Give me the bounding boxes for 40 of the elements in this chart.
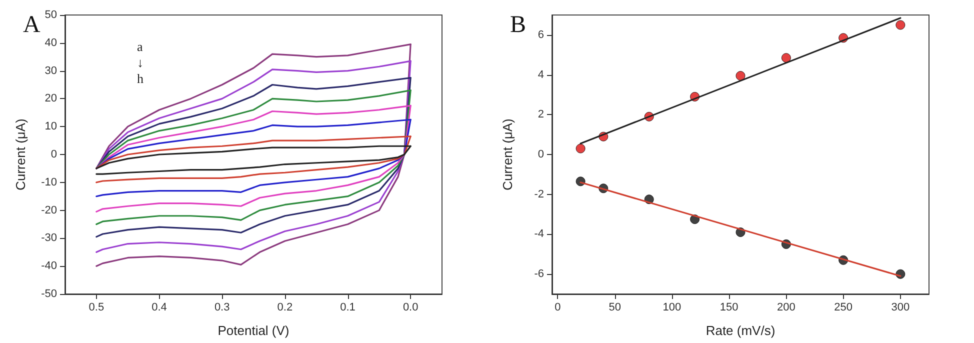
annotation: ↓ xyxy=(137,55,144,70)
y-tick-label: 6 xyxy=(538,28,544,41)
y-tick-label: 0 xyxy=(538,148,544,160)
y-tick-label: 30 xyxy=(44,64,57,77)
x-axis-title: Rate (mV/s) xyxy=(706,323,776,338)
y-tick-label: 50 xyxy=(44,9,57,21)
y-tick-label: -2 xyxy=(534,188,544,200)
x-tick-label: 0.5 xyxy=(88,302,104,314)
chart-title: B xyxy=(510,12,526,38)
y-tick-label: -40 xyxy=(41,260,57,272)
annotation: a xyxy=(137,39,143,54)
y-tick-label: 20 xyxy=(44,92,57,105)
y-tick-label: -20 xyxy=(41,204,57,216)
x-tick-label: 0.3 xyxy=(214,302,230,314)
y-tick-label: -50 xyxy=(41,288,57,300)
x-tick-label: 300 xyxy=(891,302,910,314)
y-tick-label: 10 xyxy=(44,120,57,133)
y-tick-label: 4 xyxy=(538,68,544,81)
x-tick-label: 100 xyxy=(662,302,682,314)
x-tick-label: 50 xyxy=(608,302,621,314)
y-axis-title: Current (μA) xyxy=(13,118,28,190)
y-tick-label: 40 xyxy=(44,36,57,49)
x-tick-label: 0.4 xyxy=(152,302,167,314)
x-tick-label: 0.1 xyxy=(340,302,356,314)
chart-title: A xyxy=(23,12,41,38)
annotation: h xyxy=(137,71,144,86)
x-tick-label: 0.0 xyxy=(402,302,418,314)
y-axis-title: Current (μA) xyxy=(500,118,515,190)
x-tick-label: 250 xyxy=(834,302,852,314)
y-tick-label: 2 xyxy=(538,108,544,121)
y-tick-label: -10 xyxy=(41,176,57,188)
y-tick-label: -4 xyxy=(534,228,544,240)
x-tick-label: 200 xyxy=(777,302,796,314)
x-tick-label: 150 xyxy=(720,302,738,314)
y-tick-label: -6 xyxy=(534,268,544,280)
x-tick-label: 0.2 xyxy=(277,302,293,314)
x-tick-label: 0 xyxy=(554,302,561,314)
y-tick-label: 0 xyxy=(50,148,57,160)
y-tick-label: -30 xyxy=(41,232,57,244)
x-axis-title: Potential (V) xyxy=(218,323,290,338)
